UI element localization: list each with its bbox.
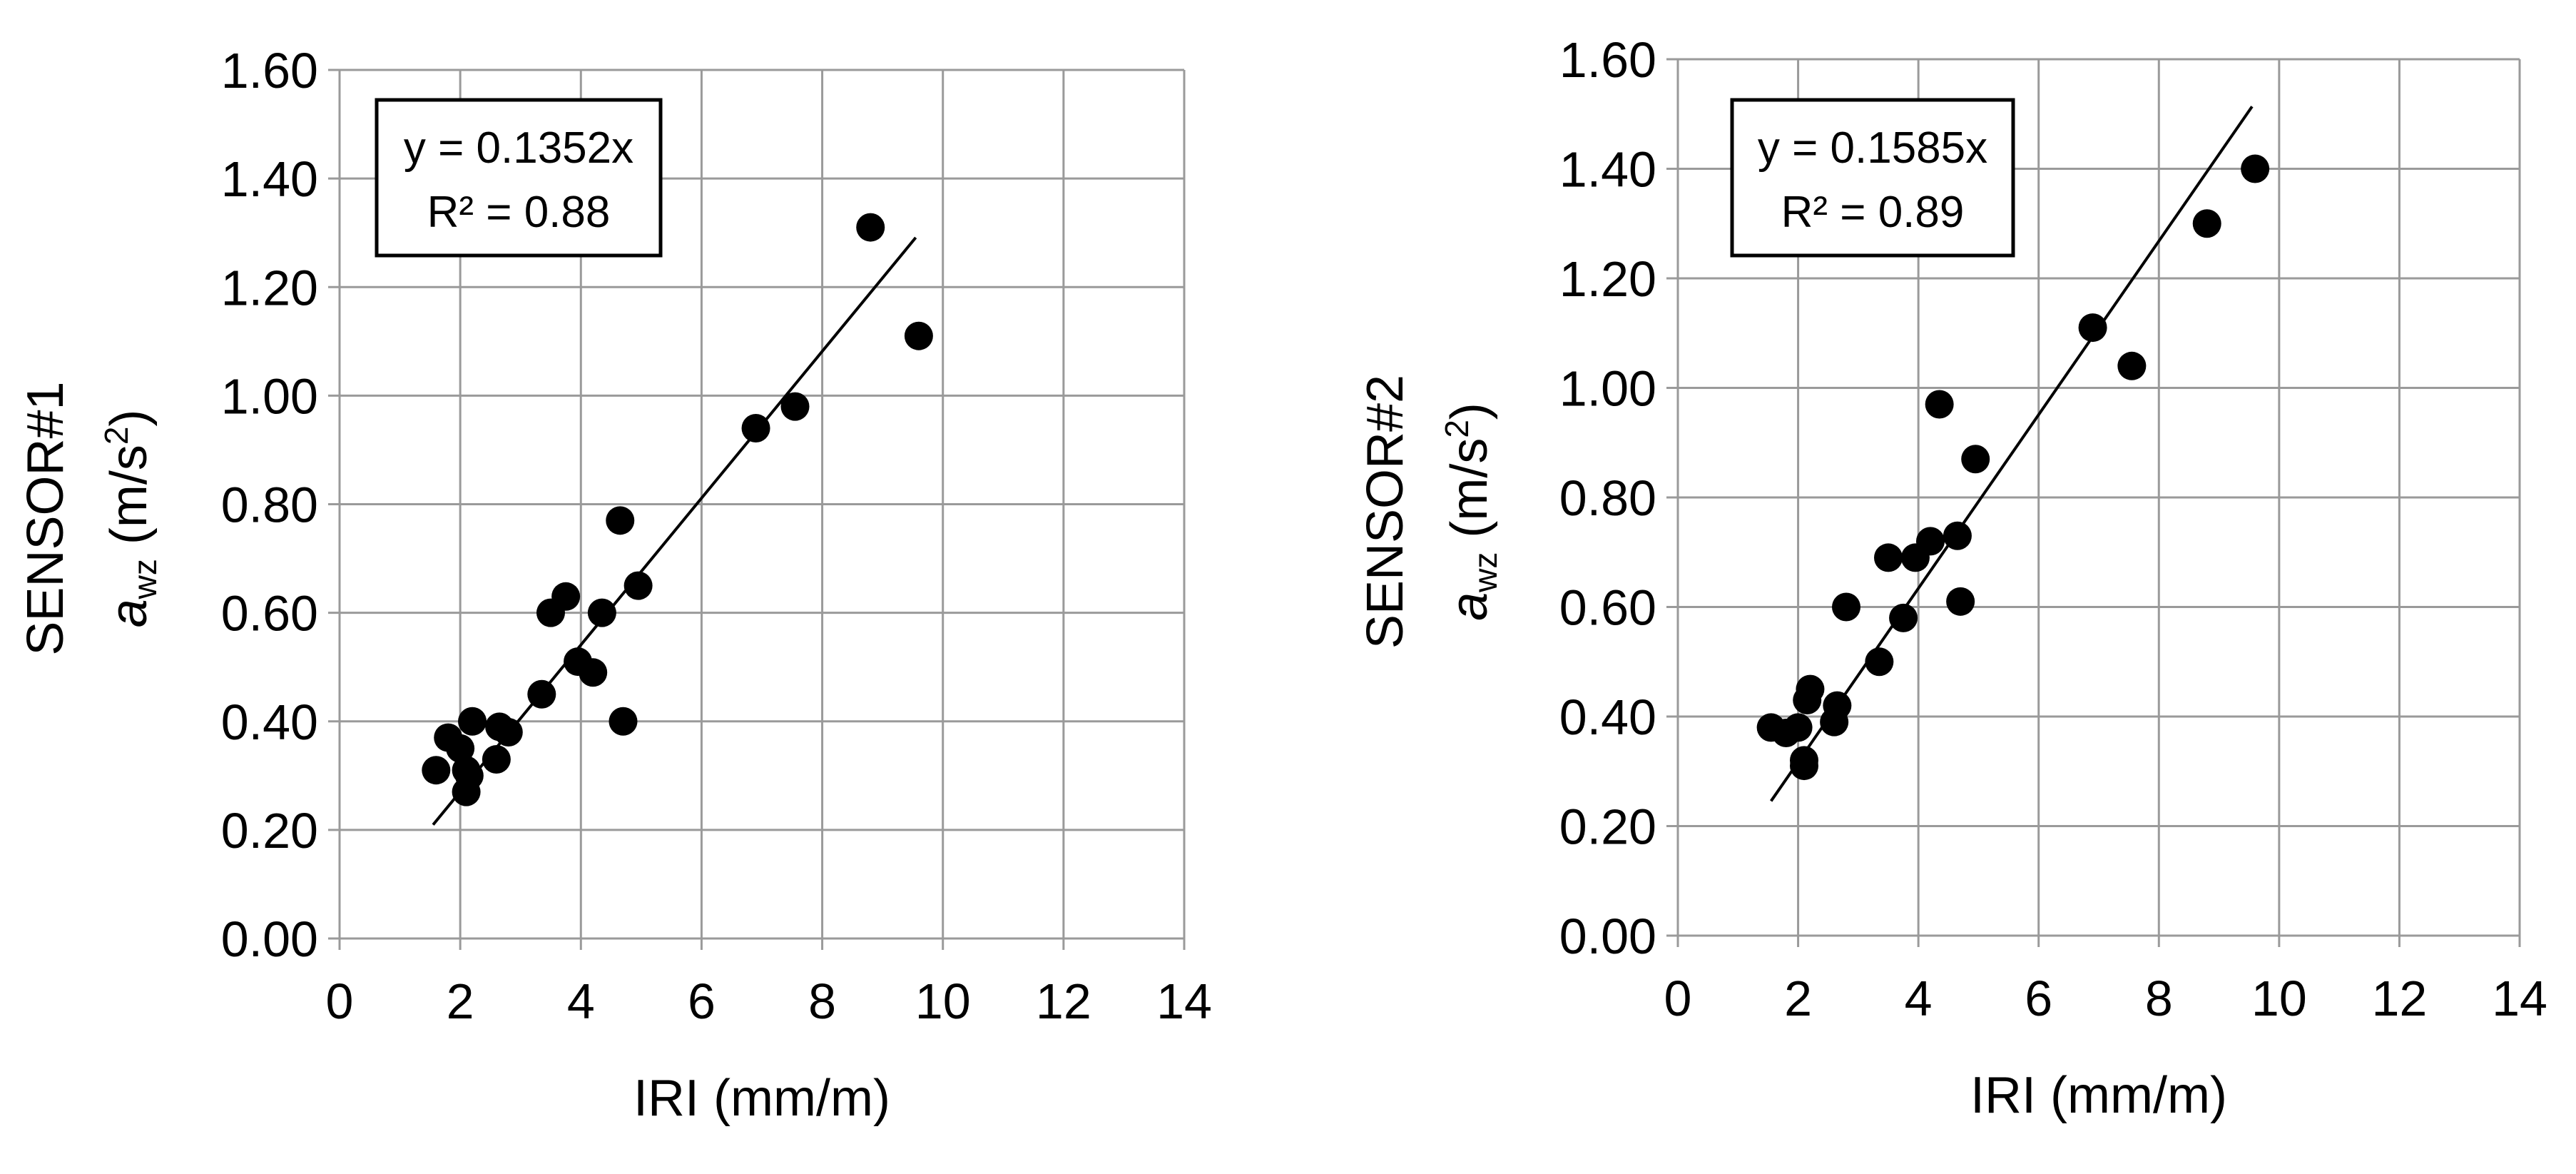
y-tick-label: 0.60 — [1559, 580, 1656, 636]
data-point — [1832, 592, 1860, 622]
y-axis-variable: a — [101, 599, 158, 627]
y-tick-label: 0.20 — [1559, 799, 1656, 855]
x-tick-label: 10 — [2251, 971, 2307, 1026]
data-point — [1783, 713, 1813, 742]
trendline — [1769, 106, 2254, 802]
y-axis-title-line2: awz (m/s2) — [1438, 403, 1504, 621]
x-tick-label: 14 — [2492, 971, 2547, 1026]
data-point — [454, 761, 484, 790]
data-point — [1916, 527, 1945, 556]
y-tick-label: 0.40 — [221, 694, 318, 750]
x-tick-label: 14 — [1156, 973, 1212, 1029]
x-tick-label: 8 — [2145, 971, 2173, 1026]
data-point — [606, 506, 635, 535]
data-point — [494, 717, 523, 747]
y-axis-superscript: 2 — [98, 427, 135, 445]
r-squared-text: R² = 0.88 — [427, 188, 611, 237]
chart-sensor-2: 0.00 0.20 0.40 0.60 0.80 1.00 1.20 1.40 1.60 0 2 4 6… — [1357, 32, 2547, 1124]
equation-text: y = 0.1585x — [1758, 123, 1987, 173]
data-point — [623, 571, 653, 600]
data-point — [856, 213, 885, 242]
data-point — [1925, 390, 1954, 419]
data-point — [1889, 603, 1918, 632]
data-point — [446, 734, 475, 763]
y-axis-subscript: wz — [1467, 552, 1504, 593]
data-point — [1874, 543, 1903, 572]
data-point — [609, 707, 638, 736]
x-tick-label: 8 — [808, 973, 836, 1029]
x-axis-title: IRI (mm/m) — [1970, 1067, 2227, 1124]
equation-box — [1730, 98, 2015, 258]
y-axis-unit: (m/s — [101, 445, 158, 559]
y-tick-label: 0.40 — [1559, 689, 1656, 745]
equation-text: y = 0.1352x — [404, 123, 633, 173]
x-tick-label: 0 — [326, 973, 354, 1029]
y-axis-superscript: 2 — [1438, 420, 1475, 438]
y-axis-unit-close: ) — [101, 410, 158, 427]
y-tick-label: 1.40 — [221, 151, 318, 207]
equation-box — [375, 98, 663, 258]
x-tick-label: 6 — [2025, 971, 2052, 1026]
y-tick-label: 1.00 — [1559, 361, 1656, 417]
y-axis-subscript: wz — [126, 559, 163, 599]
y-axis-variable: a — [1441, 592, 1498, 621]
data-point — [527, 679, 556, 709]
data-point — [422, 756, 451, 785]
x-tick-label: 10 — [915, 973, 971, 1029]
y-tick-label: 0.20 — [221, 803, 318, 859]
data-point — [587, 598, 616, 627]
data-point — [2192, 209, 2221, 238]
data-point — [780, 392, 810, 421]
chart-sensor-1: 0.00 0.20 0.40 0.60 0.80 1.00 1.20 1.40 1.60 0 2 4 6… — [17, 43, 1212, 1127]
y-tick-label: 1.00 — [221, 368, 318, 424]
y-tick-label: 1.40 — [1559, 142, 1656, 198]
data-point — [2078, 313, 2107, 343]
data-point — [904, 321, 933, 350]
data-point — [482, 744, 511, 774]
x-tick-label: 0 — [1664, 971, 1692, 1026]
data-point — [2117, 351, 2147, 380]
x-tick-label: 2 — [1784, 971, 1812, 1026]
y-tick-label: 1.20 — [1559, 251, 1656, 307]
data-point — [1823, 691, 1852, 720]
y-axis-title-line1: SENSOR#2 — [1357, 375, 1414, 649]
x-tick-label: 4 — [1905, 971, 1933, 1026]
y-tick-label: 0.00 — [1559, 909, 1656, 964]
x-axis-title: IRI (mm/m) — [633, 1070, 890, 1127]
y-tick-label: 1.20 — [221, 260, 318, 315]
x-tick-label: 2 — [447, 973, 474, 1029]
y-axis-unit: (m/s — [1441, 438, 1498, 552]
y-axis-title-line2: awz (m/s2) — [98, 410, 163, 628]
x-tick-label: 6 — [688, 973, 716, 1029]
x-tick-label: 12 — [1036, 973, 1091, 1029]
y-tick-label: 0.80 — [1559, 470, 1656, 526]
data-point — [579, 658, 608, 687]
y-tick-label: 1.60 — [1559, 32, 1656, 88]
data-point — [1961, 445, 1990, 474]
data-point — [1796, 674, 1825, 704]
y-tick-label: 0.80 — [221, 477, 318, 533]
y-tick-label: 0.60 — [221, 586, 318, 642]
y-tick-label: 0.00 — [221, 911, 318, 967]
data-point — [2241, 154, 2270, 183]
data-point — [1865, 647, 1894, 677]
data-point — [1943, 521, 1972, 550]
data-point — [458, 707, 487, 736]
data-point — [1946, 587, 1975, 616]
x-tick-label: 12 — [2371, 971, 2427, 1026]
y-axis-title-line1: SENSOR#1 — [17, 381, 74, 655]
y-axis-unit-close: ) — [1441, 403, 1498, 420]
x-tick-label: 4 — [567, 973, 595, 1029]
data-point — [551, 582, 581, 611]
data-point — [741, 414, 770, 443]
r-squared-text: R² = 0.89 — [1781, 188, 1965, 237]
y-tick-label: 1.60 — [221, 43, 318, 98]
data-point — [1790, 752, 1818, 781]
